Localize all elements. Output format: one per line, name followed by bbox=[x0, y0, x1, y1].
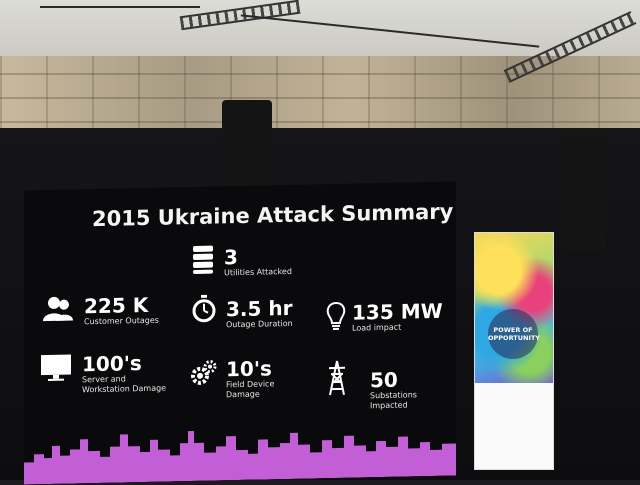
banner-line2: OPPORTUNITY bbox=[488, 334, 541, 342]
skyline-silhouette bbox=[24, 430, 456, 485]
stat-value: 50 bbox=[370, 367, 398, 393]
stat-label: Customer Outages bbox=[84, 315, 159, 327]
power-tower-icon bbox=[329, 360, 345, 396]
stat-value: 135 MW bbox=[352, 298, 443, 325]
banner-logo: POWER OF OPPORTUNITY bbox=[488, 309, 541, 359]
banner-graphic bbox=[475, 233, 553, 383]
stat-substations: 50 Substations Impacted bbox=[370, 367, 456, 411]
speaker-right bbox=[560, 140, 606, 250]
stat-label: Substations Impacted bbox=[370, 390, 417, 411]
monitor-icon bbox=[41, 354, 71, 382]
stat-label-line2: Damage bbox=[226, 389, 260, 400]
stat-label-line2: Workstation Damage bbox=[82, 383, 167, 395]
stat-field-device-damage: 10's Field Device Damage bbox=[226, 356, 275, 400]
sponsor-banner: POWER OF OPPORTUNITY bbox=[474, 232, 554, 470]
stat-label: Load impact bbox=[352, 322, 402, 333]
stat-value: 3.5 hr bbox=[226, 295, 293, 322]
presentation-screen: 2015 Ukraine Attack Summary 3 Utilities … bbox=[24, 181, 456, 485]
stat-utilities: 3 Utilities Attacked bbox=[224, 245, 292, 278]
speaker-left bbox=[222, 100, 272, 180]
server-stack-icon bbox=[193, 245, 213, 274]
stat-outage-duration: 3.5 hr Outage Duration bbox=[226, 295, 293, 330]
stat-value: 225 K bbox=[84, 292, 149, 319]
stat-customer-outages: 225 K Customer Outages bbox=[84, 292, 159, 328]
banner-line1: POWER OF bbox=[493, 326, 533, 334]
stat-value: 10's bbox=[226, 356, 272, 382]
stat-load-impact: 135 MW Load impact bbox=[352, 298, 443, 334]
people-icon bbox=[43, 296, 73, 322]
stopwatch-icon bbox=[192, 294, 216, 323]
gears-icon bbox=[191, 360, 217, 385]
slide-title: 2015 Ukraine Attack Summary bbox=[92, 199, 454, 232]
lightbulb-icon bbox=[326, 301, 346, 331]
stat-value: 3 bbox=[224, 245, 238, 270]
stat-label-line1: Field Device bbox=[226, 379, 275, 390]
stat-server-damage: 100's Server and Workstation Damage bbox=[82, 351, 167, 396]
cable-left bbox=[40, 6, 200, 8]
stat-label: Utilities Attacked bbox=[224, 266, 292, 278]
stat-label: Outage Duration bbox=[226, 318, 293, 330]
ceiling bbox=[0, 0, 640, 62]
city-skyline bbox=[24, 430, 456, 485]
stat-value: 100's bbox=[82, 351, 142, 377]
